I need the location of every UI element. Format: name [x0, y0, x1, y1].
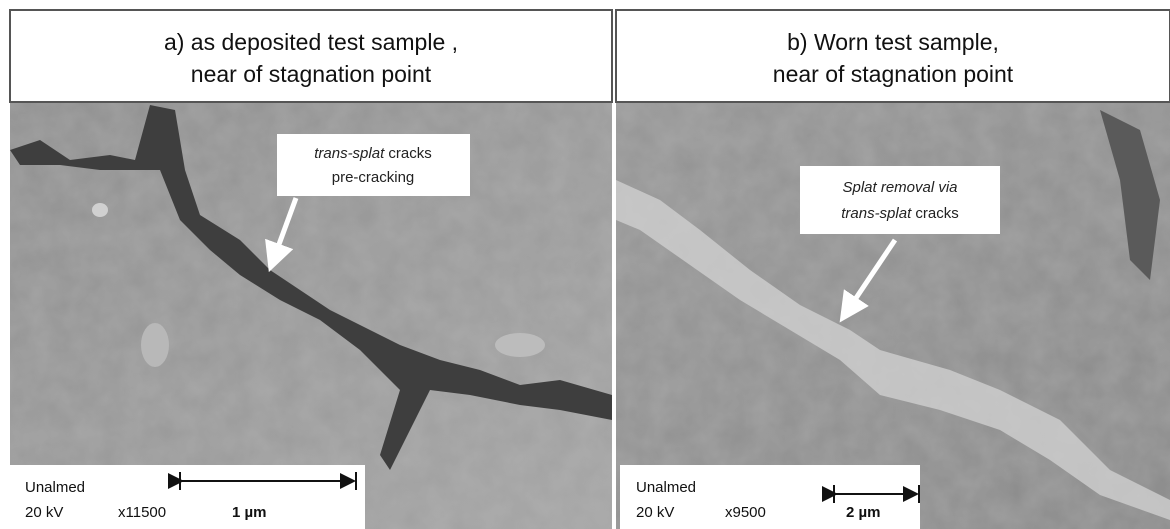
voltage: 20 kV — [25, 504, 63, 521]
annotation-text: pre-cracking — [332, 169, 415, 186]
annotation-italic: trans-splat — [314, 145, 385, 162]
annotation-box — [800, 166, 1000, 234]
figure: a) as deposited test sample , near of st… — [0, 0, 1170, 529]
magnification: x11500 — [118, 504, 166, 521]
annotation-text: cracks — [388, 145, 431, 162]
annotation-text: cracks — [915, 205, 958, 222]
voltage: 20 kV — [636, 504, 674, 521]
panel-title: b) Worn test sample, — [787, 29, 999, 55]
annotation-italic: trans-splat — [841, 205, 912, 222]
scale-label: 2 µm — [846, 504, 881, 521]
header-box — [616, 10, 1170, 102]
annotation: trans-splat cracks — [314, 145, 432, 162]
annotation-box — [277, 134, 470, 196]
annotation-italic: Splat removal via — [842, 179, 957, 196]
scale-label: 1 µm — [232, 504, 267, 521]
panel-title: near of stagnation point — [191, 61, 432, 87]
panel-title: near of stagnation point — [773, 61, 1014, 87]
header-box — [10, 10, 612, 102]
source: Unalmed — [636, 479, 696, 496]
annotation: trans-splat cracks — [841, 205, 959, 222]
panel-title: a) as deposited test sample , — [164, 29, 458, 55]
source: Unalmed — [25, 479, 85, 496]
magnification: x9500 — [725, 504, 766, 521]
